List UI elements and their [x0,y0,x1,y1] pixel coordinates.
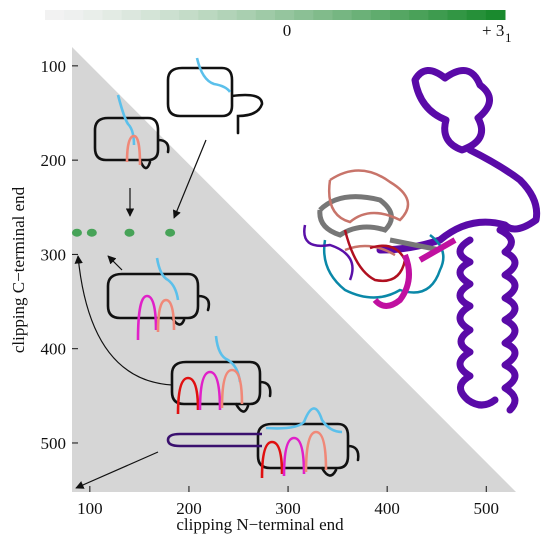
colorbar-step [409,10,429,20]
colorbar-step [121,10,142,20]
colorbar-high-label: + 3 [482,21,504,40]
colorbar-step [447,10,468,20]
y-tick-label: 300 [41,245,67,264]
colorbar-step [160,10,180,20]
protein-structure [303,67,541,414]
colorbar-step [390,10,410,20]
colorbar-step [351,10,372,20]
colorbar-step [198,10,218,20]
colorbar-step [102,10,123,20]
y-tick-label: 200 [41,151,67,170]
knot-spot [124,228,135,237]
knot-spot [71,228,82,237]
x-tick-label: 500 [474,499,500,518]
knot-schematics [93,57,360,479]
knot-spot [165,228,176,237]
colorbar-step [485,10,506,20]
colorbar-step [179,10,199,20]
colorbar-step [45,10,65,20]
x-axis-label: clipping N−terminal end [176,515,344,534]
x-tick-label: 300 [275,499,301,518]
colorbar-step [370,10,391,20]
colorbar-step [275,10,295,20]
colorbar-step [428,10,448,20]
colorbar-step [313,10,333,20]
colorbar [45,10,506,20]
colorbar-high-subscript: 1 [505,30,512,45]
colorbar-step [217,10,238,20]
x-tick-label: 200 [176,499,202,518]
y-tick-label: 100 [41,57,67,76]
colorbar-low-label: 0 [283,21,292,40]
y-axis-label: clipping C−terminal end [9,186,28,353]
x-tick-label: 400 [374,499,400,518]
colorbar-step [140,10,161,20]
colorbar-step [64,10,84,20]
colorbar-step [294,10,314,20]
y-tick-label: 400 [41,340,67,359]
axes: 100 200 300 400 500 100 200 300 400 500 [41,57,500,518]
colorbar-step [236,10,257,20]
colorbar-step [332,10,353,20]
y-tick-label: 500 [41,434,67,453]
colorbar-step [255,10,276,20]
arrows [74,139,207,489]
x-tick-label: 100 [77,499,103,518]
colorbar-step [83,10,103,20]
colorbar-step [466,10,487,20]
knot-spot [86,228,97,237]
